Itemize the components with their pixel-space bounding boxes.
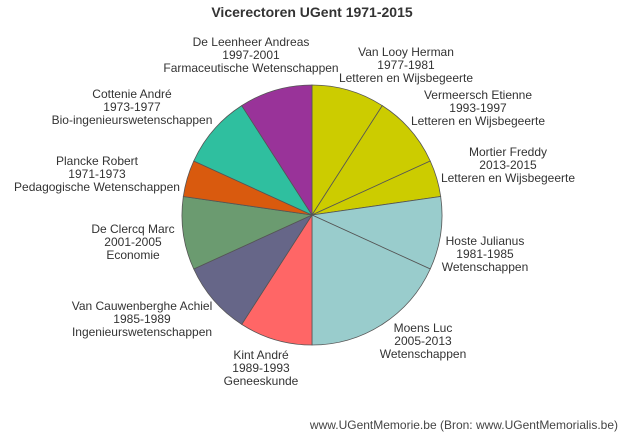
slice-labels: Van Looy Herman 1977-1981 Letteren en Wijs… xyxy=(14,35,575,388)
slice-label-period: 1989-1993 xyxy=(232,361,290,375)
pie-slice[interactable] xyxy=(241,84,313,217)
slice-label-faculty: Letteren en Wijsbegeerte xyxy=(441,171,575,185)
slice-label: Vermeersch Etienne 1993-1997 Letteren en W… xyxy=(411,88,545,128)
slice-label-period: 1973-1977 xyxy=(103,100,161,114)
slice-label-period: 1977-1981 xyxy=(377,58,435,72)
slice-label-name: Moens Luc xyxy=(394,321,453,335)
slice-label: Kint André 1989-1993 Geneeskunde xyxy=(224,348,299,388)
slice-label: Moens Luc 2005-2013 Wetenschappen xyxy=(380,321,467,361)
slice-label-period: 2001-2005 xyxy=(104,235,162,249)
slice-label: Cottenie André 1973-1977 Bio-ingenieurswet… xyxy=(52,87,213,127)
slice-label: De Clercq Marc 2001-2005 Economie xyxy=(91,222,174,262)
slice-label-name: De Clercq Marc xyxy=(91,222,174,236)
slice-label-faculty: Wetenschappen xyxy=(442,260,529,274)
slice-label-name: Kint André xyxy=(233,348,289,362)
slice-label-period: 1985-1989 xyxy=(113,312,171,326)
slice-label-period: 2005-2013 xyxy=(394,334,452,348)
slice-label-faculty: Letteren en Wijsbegeerte xyxy=(411,114,545,128)
slice-label-period: 1971-1973 xyxy=(68,167,126,181)
slice-label-period: 2013-2015 xyxy=(479,158,537,172)
slice-label-faculty: Farmaceutische Wetenschappen xyxy=(163,61,338,75)
slice-label-faculty: Pedagogische Wetenschappen xyxy=(14,180,180,194)
slice-label-name: Cottenie André xyxy=(92,87,172,101)
slice-label-faculty: Wetenschappen xyxy=(380,347,467,361)
slice-label-period: 1993-1997 xyxy=(449,101,507,115)
slice-label-period: 1997-2001 xyxy=(222,48,280,62)
pie-slices xyxy=(181,84,443,346)
slice-label-faculty: Letteren en Wijsbegeerte xyxy=(339,71,473,85)
slice-label-faculty: Geneeskunde xyxy=(224,374,299,388)
slice-label-faculty: Ingenieurswetenschappen xyxy=(72,325,212,339)
slice-label: De Leenheer Andreas 1997-2001 Farmaceutisc… xyxy=(163,35,338,75)
slice-label-period: 1981-1985 xyxy=(456,247,514,261)
slice-label: Van Cauwenberghe Achiel 1985-1989 Ingenieu… xyxy=(72,299,213,339)
slice-label: Van Looy Herman 1977-1981 Letteren en Wijs… xyxy=(339,45,473,85)
chart-credits[interactable]: www.UGentMemorie.be (Bron: www.UGentMemo… xyxy=(309,418,618,432)
slice-label-faculty: Bio-ingenieurswetenschappen xyxy=(52,113,213,127)
chart-title: Vicerectoren UGent 1971-2015 xyxy=(211,4,413,20)
slice-label-name: De Leenheer Andreas xyxy=(193,35,310,49)
slice-label-name: Mortier Freddy xyxy=(469,145,547,159)
slice-label-name: Vermeersch Etienne xyxy=(424,88,532,102)
slice-label: Hoste Julianus 1981-1985 Wetenschappen xyxy=(442,234,529,274)
slice-label-name: Van Cauwenberghe Achiel xyxy=(72,299,213,313)
slice-label: Mortier Freddy 2013-2015 Letteren en Wijsb… xyxy=(441,145,575,185)
slice-label-name: Hoste Julianus xyxy=(446,234,525,248)
slice-label-name: Plancke Robert xyxy=(56,154,139,168)
pie-slice[interactable] xyxy=(311,214,431,346)
slice-label-faculty: Economie xyxy=(106,248,160,262)
slice-label-name: Van Looy Herman xyxy=(358,45,454,59)
slice-label: Plancke Robert 1971-1973 Pedagogische Wete… xyxy=(14,154,180,194)
